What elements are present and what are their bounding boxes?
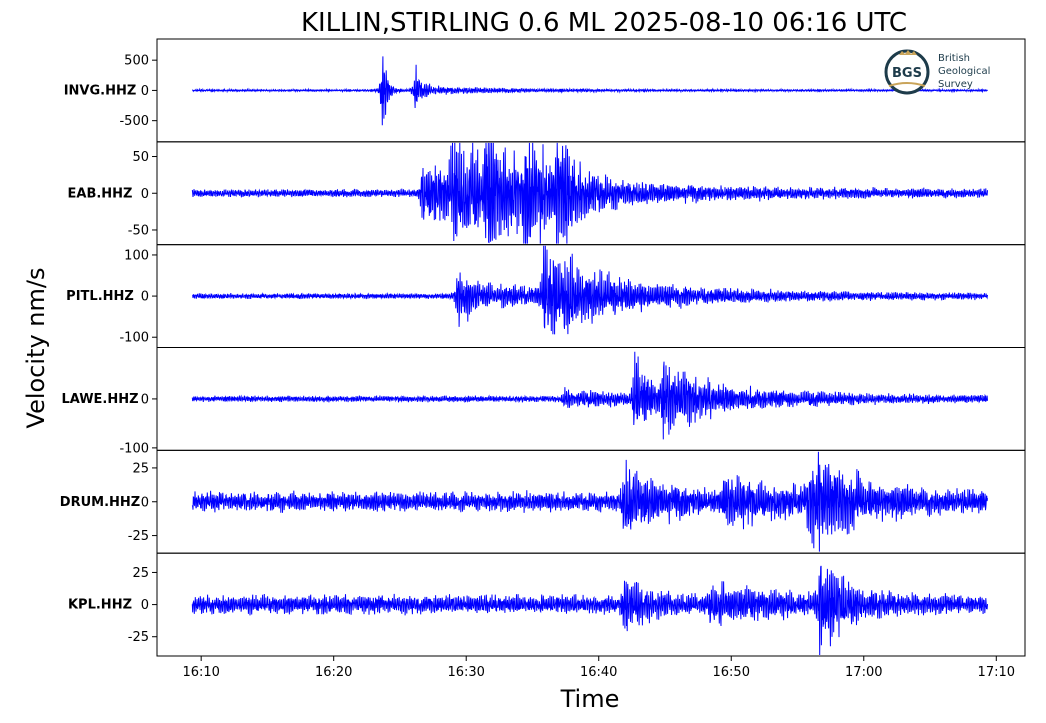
- waveform-trace: [191, 351, 988, 440]
- y-tick-label: 0: [141, 495, 149, 510]
- y-tick-label: 0: [141, 187, 149, 202]
- crown-icon: [899, 50, 917, 55]
- y-tick-label: -25: [128, 630, 149, 645]
- x-tick-label: 16:20: [315, 665, 352, 680]
- y-tick-label: -500: [119, 114, 149, 129]
- x-tick-label: 17:00: [845, 665, 882, 680]
- y-tick-label: 50: [132, 150, 149, 165]
- station-label: INVG.HHZ: [64, 83, 137, 98]
- station-label: LAWE.HHZ: [61, 392, 138, 407]
- logo-line-1: British: [938, 53, 970, 64]
- y-tick-label: 0: [141, 290, 149, 305]
- y-tick-label: -100: [119, 331, 149, 346]
- trace-panel-invg.hhz: INVG.HHZ 500 0 -500: [64, 38, 1026, 143]
- logo-mark: BGS: [892, 66, 922, 81]
- x-tick-label: 17:10: [978, 665, 1015, 680]
- x-tick-label: 16:10: [182, 665, 219, 680]
- chart-title: KILLIN,STIRLING 0.6 ML 2025-08-10 06:16 …: [301, 8, 907, 38]
- trace-panel-drum.hhz: DRUM.HHZ 25 0 -25: [60, 449, 1026, 554]
- y-tick-label: 0: [141, 84, 149, 99]
- y-tick-label: -50: [128, 223, 149, 238]
- y-tick-label: 500: [124, 54, 149, 69]
- trace-panel-kpl.hhz: KPL.HHZ 25 0 -25: [68, 552, 1026, 657]
- y-tick-label: 0: [141, 392, 149, 407]
- waveform-trace: [191, 565, 988, 656]
- x-axis: 16:10 16:20 16:30 16:40 16:50 17:00 17:10: [182, 656, 1015, 680]
- y-tick-label: 25: [132, 461, 149, 476]
- y-tick-label: 100: [124, 248, 149, 263]
- waveform-trace: [191, 451, 988, 552]
- y-tick-label: 25: [132, 566, 149, 581]
- station-label: EAB.HHZ: [68, 186, 133, 201]
- trace-panel-eab.hhz: EAB.HHZ 50 0 -50: [68, 141, 1026, 246]
- y-tick-label: -25: [128, 529, 149, 544]
- bgs-logo: BGS British Geological Survey: [884, 49, 990, 95]
- x-tick-label: 16:40: [580, 665, 617, 680]
- x-axis-label: Time: [560, 685, 620, 713]
- y-tick-label: 0: [141, 598, 149, 613]
- trace-panel-lawe.hhz: LAWE.HHZ 0 -100: [61, 347, 1026, 456]
- trace-panels: INVG.HHZ5000-500EAB.HHZ500-50PITL.HHZ100…: [60, 38, 1026, 657]
- logo-swoosh: [888, 82, 926, 87]
- waveform-trace: [192, 245, 988, 335]
- station-label: KPL.HHZ: [68, 598, 132, 613]
- logo-line-3: Survey: [938, 79, 973, 90]
- logo-line-2: Geological: [938, 66, 990, 77]
- station-label: PITL.HHZ: [66, 289, 134, 304]
- station-label: DRUM.HHZ: [60, 495, 140, 510]
- waveform-trace: [191, 142, 988, 244]
- y-tick-label: -100: [119, 441, 149, 456]
- x-tick-label: 16:30: [447, 665, 484, 680]
- y-axis-label: Velocity nm/s: [22, 268, 50, 429]
- trace-panel-pitl.hhz: PITL.HHZ 100 0 -100: [66, 244, 1026, 349]
- x-tick-label: 16:50: [713, 665, 750, 680]
- logo-ring: [884, 49, 930, 95]
- waveform-trace: [191, 56, 988, 126]
